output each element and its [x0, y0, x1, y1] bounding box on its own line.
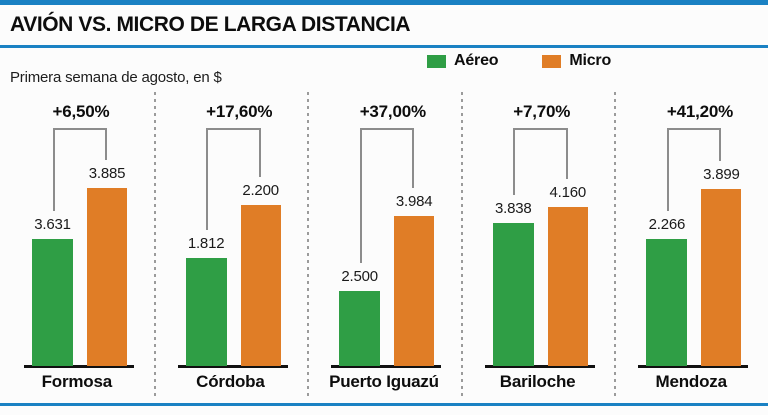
micro-value-label: 3.899 [703, 166, 740, 183]
group-separator [307, 92, 310, 400]
pct-difference-label: +37,00% [359, 102, 426, 121]
category-label-c-rdoba: Córdoba [196, 372, 265, 391]
pct-difference-label: +17,60% [206, 102, 273, 121]
baseline [24, 365, 134, 368]
chart-group-c-rdoba: +17,60% 1.812 2.200 Córdoba [154, 100, 308, 400]
group-separator [614, 92, 617, 400]
category-label-formosa: Formosa [41, 372, 113, 391]
aereo-bar [492, 223, 534, 366]
legend-item-aereo: Aéreo [427, 52, 499, 70]
bracket-right-leg [105, 128, 107, 160]
chart-area: +6,50% 3.631 3.885 Formosa +17,60% 1.812 2.200… [0, 100, 768, 400]
micro-bar [87, 188, 127, 366]
chart-group-mendoza: +41,20% 2.266 3.899 Mendoza [614, 100, 768, 400]
bottom-accent-bar [0, 403, 768, 406]
aereo-value-label: 2.266 [648, 216, 686, 233]
bracket-left-leg [666, 128, 669, 211]
micro-value-label: 4.160 [549, 184, 587, 201]
legend-item-micro: Micro [542, 52, 611, 70]
aereo-value-label: 3.838 [495, 200, 532, 217]
bracket-line [666, 128, 722, 130]
aereo-value-label: 1.812 [187, 235, 225, 252]
legend: Aéreo Micro [427, 52, 611, 70]
legend-label-aereo: Aéreo [454, 52, 499, 69]
aereo-bar [32, 239, 73, 366]
micro-bar [701, 189, 742, 366]
bracket-right-leg [412, 128, 415, 188]
legend-label-micro: Micro [569, 52, 612, 69]
micro-bar [547, 207, 588, 366]
micro-swatch-icon [542, 54, 562, 68]
pct-difference-label: +6,50% [52, 102, 110, 121]
baseline [484, 365, 595, 368]
baseline [177, 365, 288, 368]
aereo-value-label: 2.500 [341, 268, 378, 285]
baseline [638, 365, 749, 368]
micro-value-label: 2.200 [242, 182, 279, 199]
category-label-puerto-iguaz-: Puerto Iguazú [329, 372, 439, 391]
micro-bar [240, 205, 281, 366]
chart-group-bariloche: +7,70% 3.838 4.160 Bariloche [461, 100, 615, 400]
bracket-line [52, 128, 107, 130]
aereo-bar [339, 291, 381, 366]
chart-subtitle: Primera semana de agosto, en $ [10, 69, 222, 86]
bracket-right-leg [565, 128, 568, 179]
bracket-left-leg [513, 128, 516, 195]
group-separator [460, 92, 463, 400]
category-label-mendoza: Mendoza [655, 372, 728, 391]
bracket-left-leg [52, 128, 55, 211]
micro-value-label: 3.984 [395, 193, 433, 210]
top-accent-bar [0, 0, 768, 5]
bracket-left-leg [359, 128, 362, 263]
aereo-bar [646, 239, 688, 366]
bracket-left-leg [206, 128, 209, 230]
bracket-line [513, 128, 568, 130]
micro-value-label: 3.885 [88, 165, 126, 182]
bracket-right-leg [719, 128, 722, 161]
title-underline [0, 45, 768, 48]
baseline [331, 365, 442, 368]
bracket-right-leg [258, 128, 261, 177]
aereo-swatch-icon [427, 54, 446, 68]
chart-group-puerto-iguaz-: +37,00% 2.500 3.984 Puerto Iguazú [307, 100, 461, 400]
chart-group-formosa: +6,50% 3.631 3.885 Formosa [0, 100, 154, 400]
pct-difference-label: +41,20% [666, 102, 734, 121]
aereo-bar [185, 258, 227, 366]
bracket-line [359, 128, 415, 130]
group-separator [153, 92, 156, 400]
chart-title: AVIÓN VS. MICRO DE LARGA DISTANCIA [10, 13, 411, 36]
pct-difference-label: +7,70% [513, 102, 571, 121]
micro-bar [394, 216, 435, 366]
bracket-line [206, 128, 261, 130]
aereo-value-label: 3.631 [34, 216, 71, 233]
category-label-bariloche: Bariloche [499, 372, 576, 391]
